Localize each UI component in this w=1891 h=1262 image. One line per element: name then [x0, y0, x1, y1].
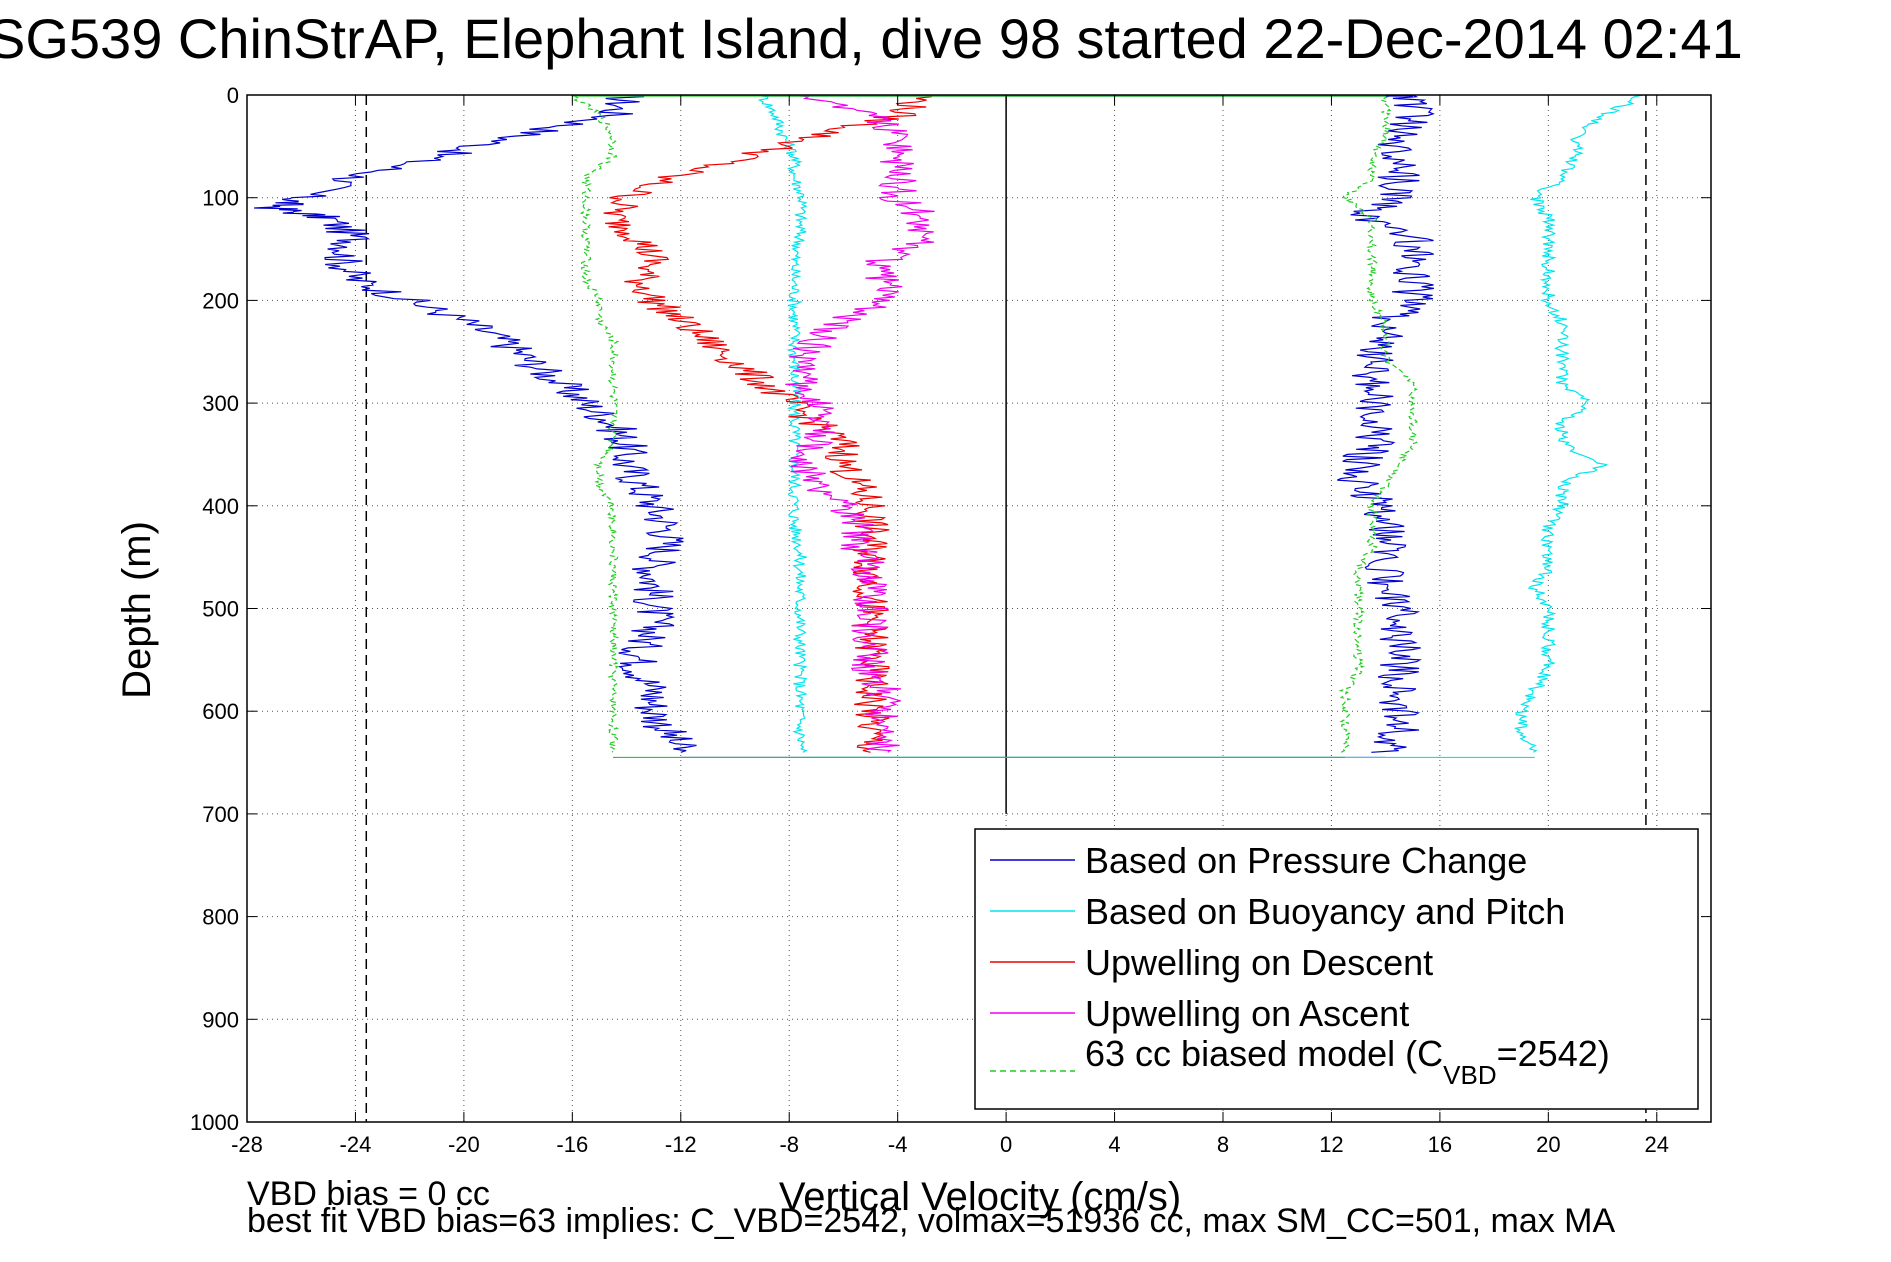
y-tick-label: 300: [202, 391, 239, 416]
y-tick-label: 0: [227, 83, 239, 108]
x-tick-label: -4: [888, 1132, 908, 1157]
legend-label-biased-model-main: 63 cc biased model (C: [1085, 1033, 1443, 1074]
x-tick-label: -16: [556, 1132, 588, 1157]
y-tick-label: 600: [202, 699, 239, 724]
y-tick-label: 1000: [190, 1110, 239, 1135]
x-tick-label: 0: [1000, 1132, 1012, 1157]
y-axis-label: Depth (m): [115, 521, 159, 699]
y-tick-label: 800: [202, 905, 239, 930]
legend-label-upwelling-ascent: Upwelling on Ascent: [1085, 993, 1409, 1034]
footer-line-1: VBD bias = 0 cc: [247, 1175, 490, 1213]
series-based-on-pressure-change-ascent-line: [1337, 94, 1435, 753]
x-tick-label: -12: [665, 1132, 697, 1157]
series-lines: [254, 94, 1644, 759]
x-tick-label: 4: [1108, 1132, 1120, 1157]
x-tick-label: 16: [1428, 1132, 1452, 1157]
series-based-on-buoyancy-and-pitch-descent-line: [756, 94, 808, 753]
y-tick-label: 700: [202, 802, 239, 827]
series-63-cc-biased-model-c-descent-line: [573, 94, 620, 753]
x-tick-label: -20: [448, 1132, 480, 1157]
y-tick-label: 900: [202, 1007, 239, 1032]
x-tick-label: -24: [340, 1132, 372, 1157]
y-tick-label: 400: [202, 494, 239, 519]
series-based-on-pressure-change-descent-line: [254, 94, 697, 753]
legend-box: [974, 828, 1699, 1110]
legend-label-pressure: Based on Pressure Change: [1085, 840, 1527, 881]
legend-label-buoyancy: Based on Buoyancy and Pitch: [1085, 891, 1565, 932]
y-tick-label: 500: [202, 597, 239, 622]
legend-label-biased-model: 63 cc biased model (CVBD=2542): [1085, 1033, 1610, 1090]
y-tick-label: 100: [202, 186, 239, 211]
x-tick-label: 8: [1217, 1132, 1229, 1157]
legend-label-biased-model-suffix: =2542): [1497, 1033, 1610, 1074]
y-tick-marks: 0 100 200 300 400 500 600 700 800 900 1000: [190, 83, 1711, 1135]
legend-label-upwelling-descent: Upwelling on Descent: [1085, 942, 1433, 983]
series-63-cc-biased-model-c-ascent-line: [1338, 94, 1419, 753]
x-axis-label: Vertical Velocity (cm/s): [779, 1175, 1181, 1219]
x-tick-label: -8: [779, 1132, 799, 1157]
series-upwelling-on-ascent-line: [785, 94, 935, 753]
series-based-on-buoyancy-and-pitch-ascent-line: [1513, 94, 1644, 753]
x-tick-marks: -28 -24 -20 -16 -12 -8 -4 0 4 8 12 16 20 24: [231, 95, 1669, 1157]
legend-label-biased-model-sub: VBD: [1443, 1060, 1496, 1090]
x-tick-label: 20: [1536, 1132, 1560, 1157]
x-tick-label: -28: [231, 1132, 263, 1157]
y-tick-label: 200: [202, 288, 239, 313]
x-tick-label: 24: [1645, 1132, 1669, 1157]
chart-title: SG539 ChinStrAP, Elephant Island, dive 9…: [0, 7, 1743, 70]
footer-line-2: best fit VBD bias=63 implies: C_VBD=2542…: [247, 1202, 1616, 1240]
legend: Based on Pressure Change Based on Buoyan…: [974, 828, 1699, 1110]
x-tick-label: 12: [1319, 1132, 1343, 1157]
